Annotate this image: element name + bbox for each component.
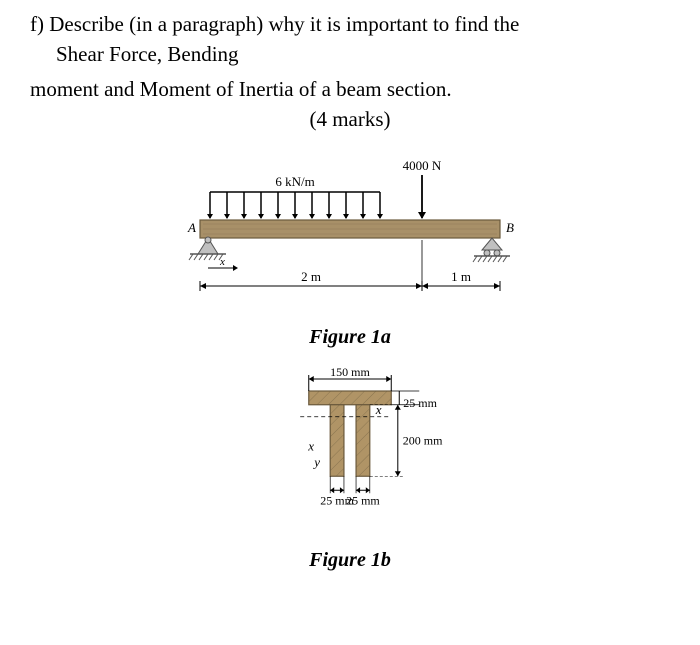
dim-200mm-label: 200 mm [403,434,443,448]
question-line-3: moment and Moment of Inertia of a beam s… [30,75,680,103]
dim-leg-2: 25 mm [346,493,380,507]
support-b-label: B [506,220,514,235]
point-load-label: 4000 N [403,158,442,173]
question-text-1: Describe (in a paragraph) why it is impo… [49,12,519,36]
dim-1m-label: 1 m [451,269,471,284]
question-label: f) [30,12,44,36]
distributed-load-label: 6 kN/m [275,174,314,189]
dim-25mm-flange-label: 25 mm [403,396,437,410]
support-a-label: A [187,220,196,235]
x-axis-label: x [219,256,225,268]
question-line-1: f) Describe (in a paragraph) why it is i… [30,10,680,38]
axis-y-label: y [312,454,320,469]
question-line-2: Shear Force, Bending [56,40,680,68]
x-prime-label: x [375,402,382,417]
figure-1b-caption: Figure 1b [309,549,391,572]
figure-1b-svg: 150 mm25 mm200 mmxxy25 mm25 mm [200,363,500,543]
figure-1a-caption: Figure 1a [309,326,391,349]
figure-1a-svg: 6 kN/m 4000 N A Bx 2 m 1 m [140,150,560,320]
question-marks: (4 marks) [20,107,680,132]
dim-150mm-label: 150 mm [330,365,370,379]
dim-2m-label: 2 m [301,269,321,284]
axis-x-label: x [307,438,314,453]
figure-1a-container: 6 kN/m 4000 N A Bx 2 m 1 m Figure 1a [20,150,680,349]
figure-1b-container: 150 mm25 mm200 mmxxy25 mm25 mm Figure 1b [20,363,680,572]
